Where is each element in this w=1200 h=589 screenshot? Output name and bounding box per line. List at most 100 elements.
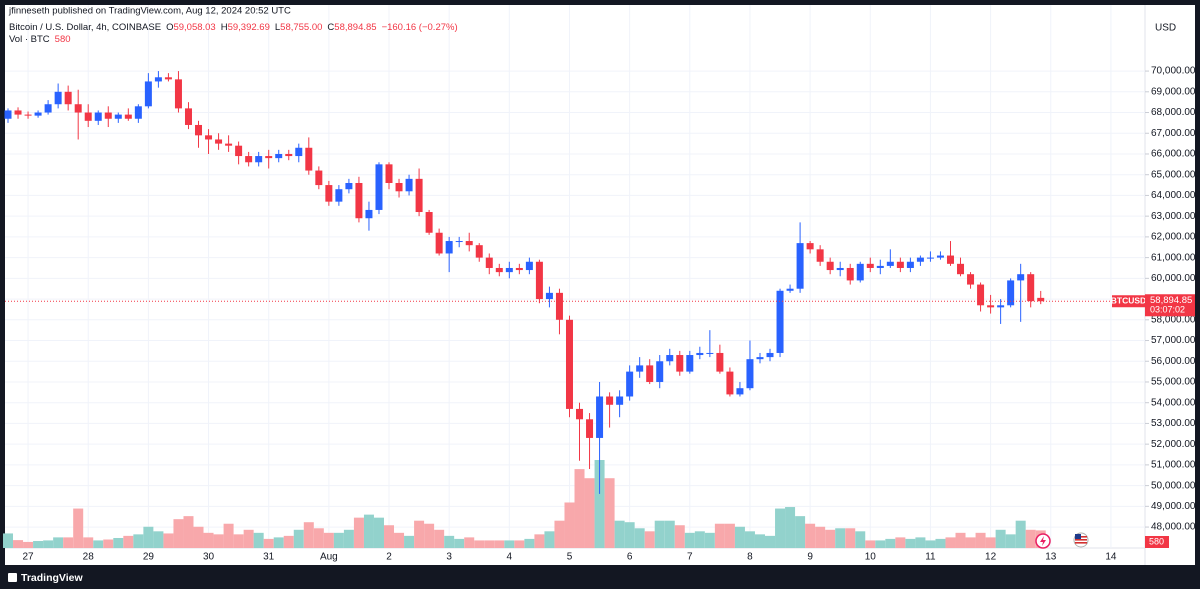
volume-bar — [895, 537, 906, 548]
x-tick-label: 30 — [203, 552, 215, 563]
volume-bar — [394, 532, 405, 548]
candle-body — [94, 112, 102, 121]
candle-body — [154, 77, 162, 82]
ohlc-key: H — [221, 22, 228, 33]
volume-bar — [514, 540, 525, 548]
brand-name: TradingView — [21, 572, 83, 584]
candle-body — [786, 288, 794, 291]
candle-body — [295, 147, 303, 157]
volume-bar — [765, 535, 776, 548]
price-change: −160.16 (−0.27%) — [382, 22, 458, 33]
x-tick-label: 3 — [446, 552, 452, 563]
volume-bar — [83, 537, 94, 548]
candle-body — [74, 104, 82, 113]
symbol-legend: Bitcoin / U.S. Dollar, 4h, COINBASE O59,0… — [9, 22, 458, 33]
candle-body — [776, 290, 784, 353]
y-tick-label: 70,000.00 — [1151, 66, 1196, 77]
candle-body — [215, 139, 223, 144]
candle-body — [425, 212, 433, 233]
volume-bar — [223, 523, 234, 548]
candle-body — [525, 261, 533, 271]
volume-bar — [704, 532, 715, 548]
candle-body — [846, 267, 854, 281]
volume-bar — [454, 538, 465, 548]
volume-bar — [343, 529, 354, 548]
volume-bar — [464, 537, 475, 548]
candle-body — [967, 274, 975, 285]
volume-bar — [13, 540, 24, 548]
volume-bar — [594, 460, 605, 548]
candle-body — [746, 359, 754, 389]
volume-bar — [233, 534, 244, 548]
candle-body — [505, 267, 513, 273]
x-tick-label: 4 — [507, 552, 513, 563]
candle-body — [465, 241, 473, 246]
candle-body — [225, 143, 233, 146]
volume-bar — [714, 523, 725, 548]
candle-body — [535, 261, 543, 300]
candle-body — [1017, 274, 1025, 281]
candle-body — [405, 178, 413, 192]
candle-body — [245, 156, 253, 163]
candle-body — [84, 112, 92, 121]
candle-body — [235, 145, 243, 157]
x-tick-label: Aug — [320, 552, 338, 563]
candle-body — [686, 355, 694, 372]
y-tick-label: 69,000.00 — [1151, 86, 1196, 97]
volume-bar — [434, 529, 445, 548]
volume-bar — [724, 523, 735, 548]
x-tick-label: 8 — [747, 552, 753, 563]
volume-bar — [825, 529, 836, 548]
candle-body — [495, 267, 503, 273]
x-tick-label: 13 — [1045, 552, 1057, 563]
candle-body — [44, 104, 52, 113]
volume-last: 580 — [55, 34, 71, 45]
y-tick-label: 52,000.00 — [1151, 439, 1196, 450]
y-tick-label: 63,000.00 — [1151, 211, 1196, 222]
candle-body — [64, 91, 72, 105]
volume-bar — [524, 538, 535, 548]
candle-body — [716, 352, 724, 372]
volume-bar — [243, 529, 254, 548]
brand-logo: TradingView — [8, 572, 83, 584]
y-tick-label: 68,000.00 — [1151, 107, 1196, 118]
volume-bar — [985, 537, 996, 548]
volume-bar — [283, 535, 294, 548]
x-tick-label: 28 — [83, 552, 95, 563]
candle-body — [756, 357, 764, 360]
volume-bar — [694, 531, 705, 548]
y-tick-label: 62,000.00 — [1151, 232, 1196, 243]
candle-body — [54, 91, 62, 105]
candle-body — [134, 106, 142, 119]
volume-bar — [444, 535, 455, 548]
candle-body — [896, 261, 904, 268]
candle-body — [184, 108, 192, 125]
candle-body — [816, 249, 824, 262]
candle-body — [957, 263, 965, 275]
y-tick-label: 55,000.00 — [1151, 377, 1196, 388]
candle-body — [205, 135, 213, 140]
axes: 48,000.00 49,000.00 50,000.00 51,000.00 52,0… — [5, 66, 1196, 563]
volume-bar — [1025, 529, 1036, 548]
candle-body — [355, 182, 363, 219]
volume-bar — [945, 537, 956, 548]
volume-bar — [634, 528, 645, 548]
y-tick-label: 50,000.00 — [1151, 480, 1196, 491]
candle-body — [636, 365, 644, 372]
x-tick-label: 6 — [627, 552, 633, 563]
price-tag-box — [1145, 294, 1195, 317]
candle-body — [345, 182, 353, 190]
volume-bar — [373, 517, 384, 548]
x-tick-label: 12 — [985, 552, 997, 563]
volume-bar — [855, 531, 866, 548]
candle-body — [856, 263, 864, 281]
volume-bar — [63, 537, 74, 548]
volume-bar — [53, 537, 64, 548]
volume-bar — [584, 478, 595, 548]
volume-bar — [995, 529, 1006, 548]
volume-bar — [955, 532, 966, 548]
candle-body — [565, 319, 573, 409]
candle-body — [826, 261, 834, 271]
candle-body — [124, 114, 132, 119]
